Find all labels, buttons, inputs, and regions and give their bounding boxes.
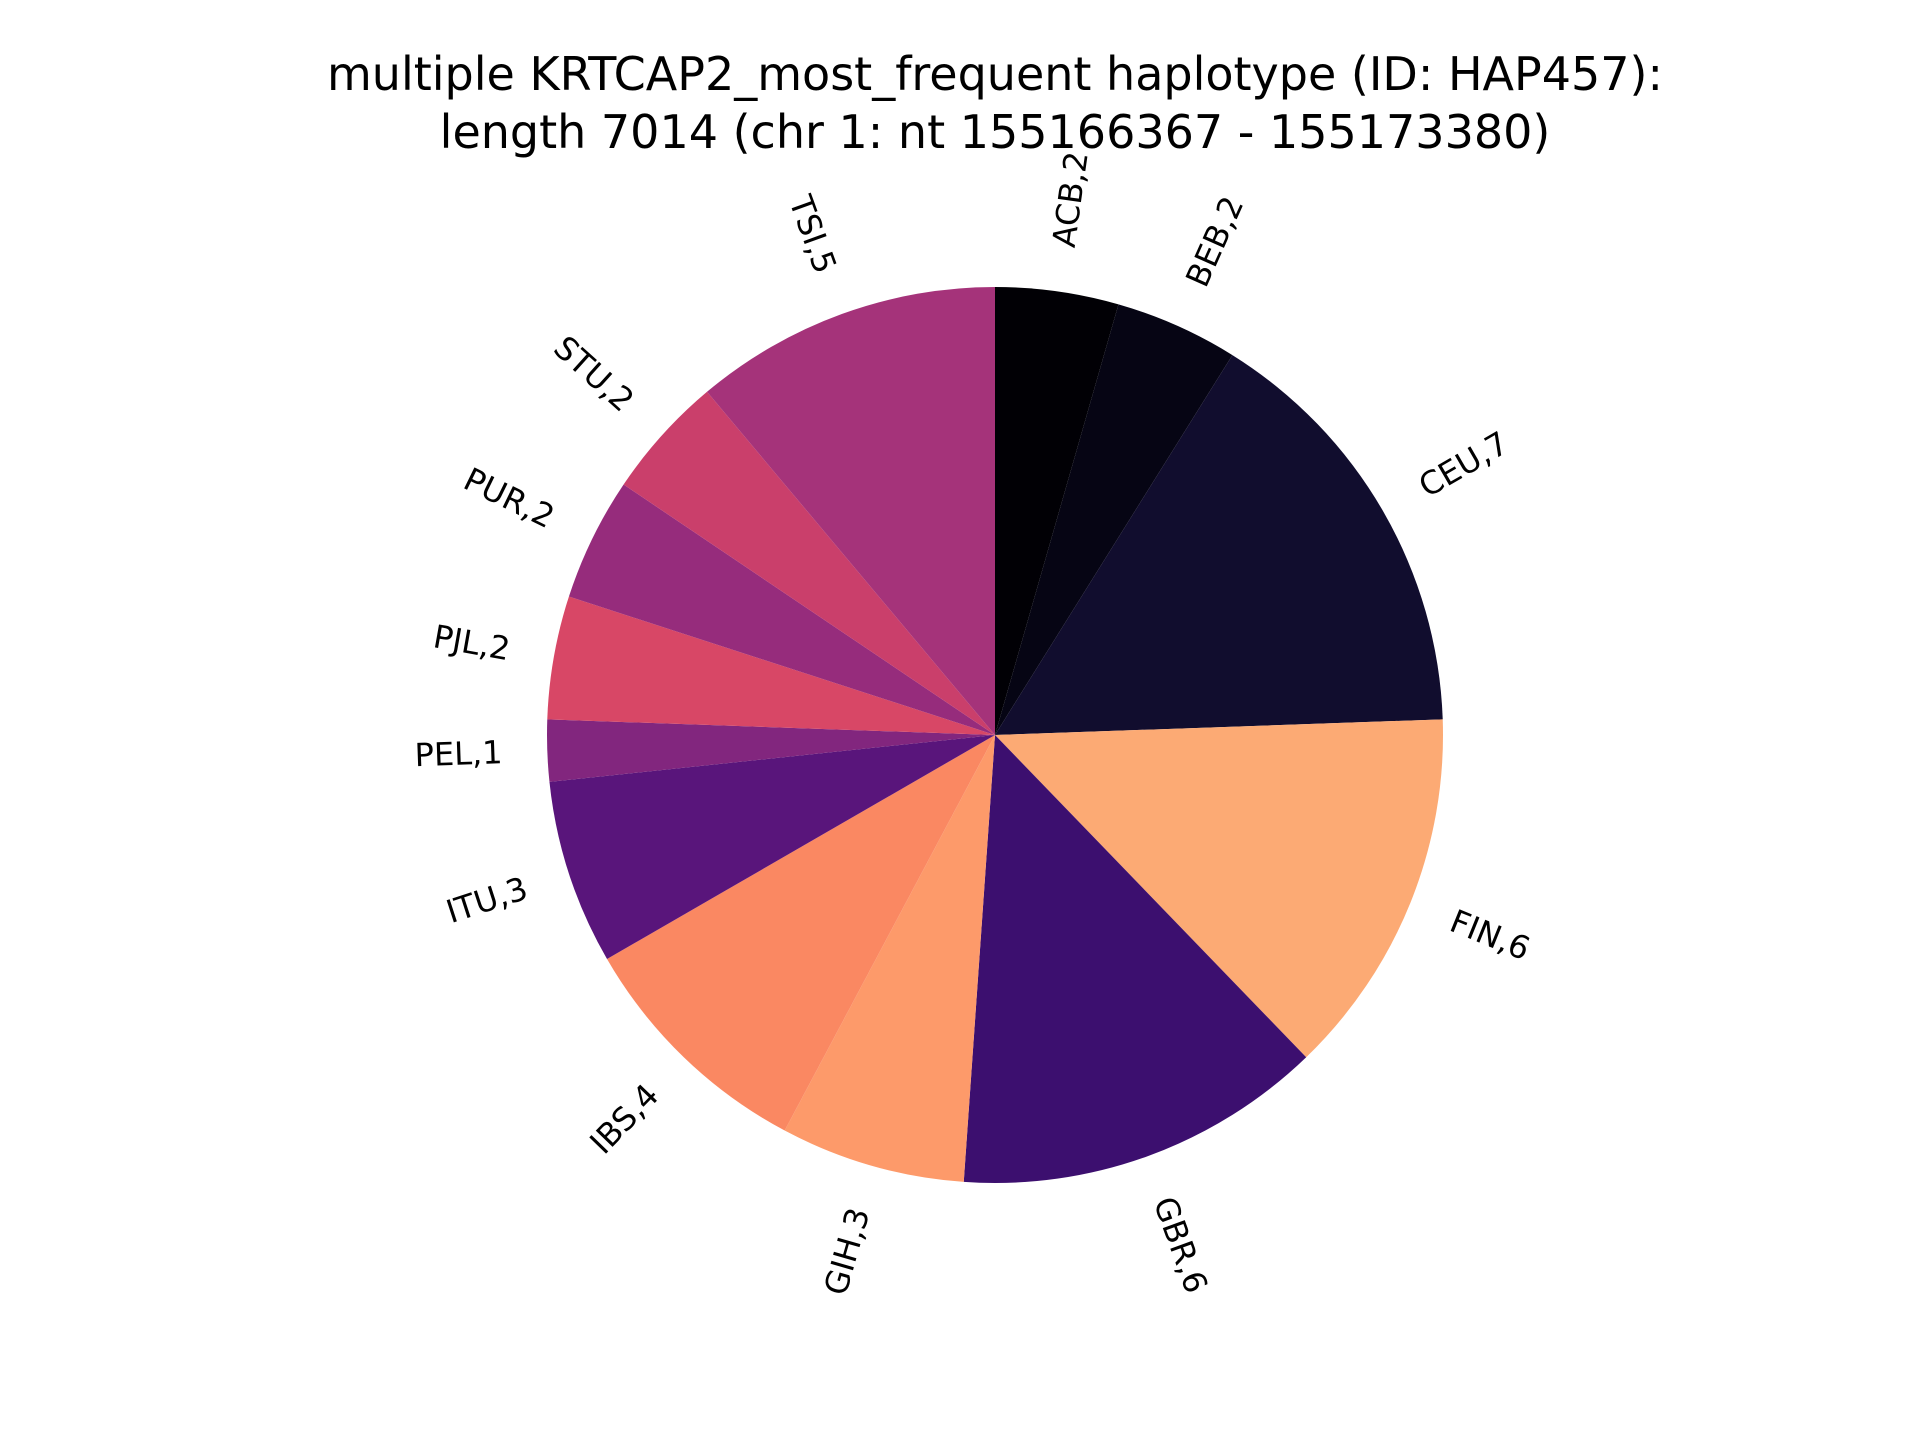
slice-label-ceu: CEU,7 [1412, 424, 1515, 505]
slice-gbr [963, 735, 1307, 1183]
slice-label-pjl: PJL,2 [430, 617, 513, 668]
slice-gih [784, 735, 995, 1182]
slice-label-pur: PUR,2 [458, 460, 560, 536]
slice-label-fin: FIN,6 [1445, 902, 1536, 968]
slice-stu [623, 391, 995, 735]
slice-label-gih: GIH,3 [816, 1203, 877, 1299]
slice-beb [995, 304, 1233, 735]
pie-slices [546, 287, 1443, 1183]
slice-pur [568, 484, 995, 735]
slice-label-acb: ACB,2 [1045, 149, 1096, 250]
slice-ibs [607, 735, 995, 1131]
chart-title: multiple KRTCAP2_most_frequent haplotype… [327, 47, 1663, 101]
slice-fin [995, 719, 1443, 1058]
slice-ceu [995, 355, 1443, 735]
slice-label-pel: PEL,1 [414, 733, 503, 774]
slice-pel [546, 719, 995, 782]
slice-itu [549, 735, 995, 959]
slice-label-tsi: TSI,5 [781, 189, 844, 278]
slice-acb [995, 287, 1119, 735]
slice-label-gbr: GBR,6 [1146, 1192, 1216, 1299]
slice-label-stu: STU,2 [546, 328, 641, 419]
slice-label-ibs: IBS,4 [582, 1076, 666, 1161]
slice-pjl [547, 596, 995, 735]
slice-label-itu: ITU,3 [442, 869, 533, 931]
slice-tsi [707, 287, 995, 735]
chart-subtitle: length 7014 (chr 1: nt 155166367 - 15517… [440, 105, 1551, 159]
slice-label-beb: BEB,2 [1178, 191, 1251, 293]
